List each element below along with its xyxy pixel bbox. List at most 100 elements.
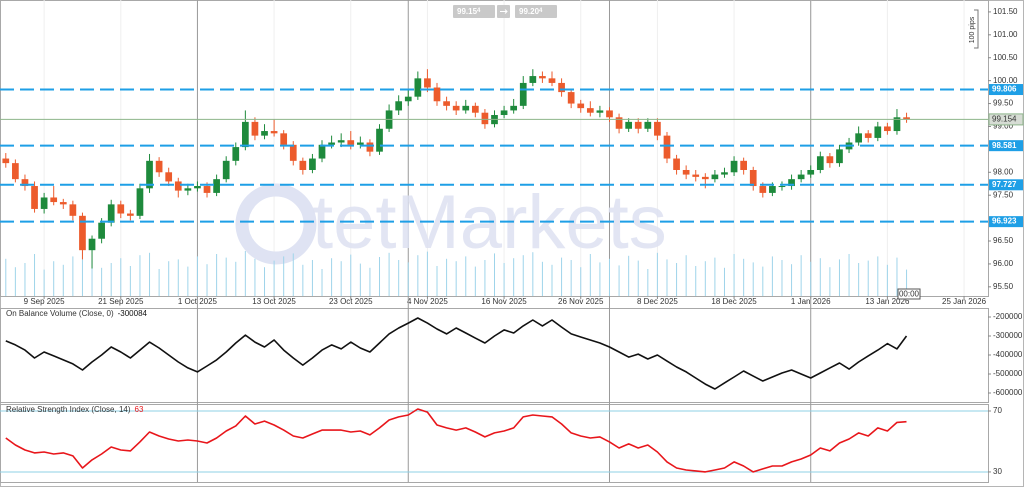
volume-bar — [618, 265, 620, 296]
range-bracket — [974, 9, 979, 49]
x-tick-label: 8 Dec 2025 — [637, 297, 678, 306]
bid-price: 99.154 — [457, 7, 481, 16]
volume-bar — [791, 264, 793, 296]
candle-body — [606, 110, 613, 118]
volume-bar — [187, 266, 189, 296]
candle-body — [558, 82, 565, 93]
volume-bar — [896, 257, 898, 296]
y-tick-label: 96.50 — [993, 236, 1014, 245]
candle-body — [836, 149, 843, 164]
candle-body — [874, 126, 882, 138]
candle-body — [299, 160, 307, 170]
volume-bar — [225, 257, 227, 296]
candle-body — [701, 176, 709, 180]
candle-body — [443, 101, 450, 106]
candle-body — [826, 156, 834, 164]
y-tick-label: 101.50 — [993, 7, 1018, 16]
last-price-label: 99.154 — [992, 115, 1017, 124]
volume-bar — [110, 263, 112, 296]
y-tick-label: 99.00 — [993, 122, 1014, 131]
candle-body — [328, 142, 335, 145]
candle-body — [2, 158, 10, 164]
candle-body — [548, 78, 556, 83]
candle-body — [146, 160, 153, 189]
range-note: 100 pips — [969, 16, 976, 43]
candle-body — [759, 186, 767, 193]
volume-bar — [886, 264, 888, 296]
volume-bar — [139, 255, 141, 296]
volume-bar — [72, 256, 74, 296]
volume-bar — [359, 263, 361, 296]
volume-bar — [695, 266, 697, 296]
candle-body — [596, 110, 604, 113]
y-tick-label: 96.00 — [993, 259, 1014, 268]
volume-bar — [656, 252, 658, 296]
indicator-line — [5, 317, 908, 390]
volume-bar — [254, 258, 256, 296]
time-marker: 00:00 — [899, 290, 920, 299]
level-label-box — [989, 179, 1023, 191]
volume-bar — [723, 267, 725, 296]
volume-bar — [206, 264, 208, 296]
candle-body — [749, 169, 757, 187]
candle-body — [59, 202, 67, 205]
y-tick-label: -200000 — [993, 312, 1023, 321]
y-tick-label: 98.00 — [993, 167, 1014, 176]
candle-body — [98, 222, 105, 239]
volume-bar — [379, 257, 381, 296]
indicator-line — [5, 408, 907, 473]
volume-bar — [494, 253, 495, 296]
volume-bar — [733, 254, 735, 296]
x-tick-label: 25 Jan 2026 — [942, 297, 987, 306]
volume-bar — [43, 269, 45, 296]
candle-body — [40, 197, 48, 209]
candle-body — [567, 92, 575, 104]
candle-body — [174, 181, 182, 191]
candle-body — [414, 78, 422, 97]
candle-body — [337, 140, 345, 143]
candle-body — [79, 215, 86, 251]
y-tick-label: -600000 — [993, 388, 1023, 397]
volume-bar — [446, 258, 448, 296]
volume-bar — [810, 261, 812, 296]
level-label-box — [989, 216, 1023, 228]
y-tick-label: 30 — [993, 467, 1002, 476]
volume-bar — [867, 260, 869, 296]
candle-body — [194, 186, 201, 189]
volume-bar — [762, 266, 764, 296]
bid-pip: 4 — [477, 8, 481, 14]
y-tick-label: -500000 — [993, 369, 1023, 378]
volume-bar — [34, 254, 36, 296]
candle-body — [424, 78, 431, 88]
volume-bar — [714, 257, 716, 296]
volume-bar — [599, 262, 601, 296]
volume-bar — [407, 262, 409, 296]
volume-bar — [196, 256, 198, 296]
candle-body — [31, 186, 38, 209]
volume-bar — [647, 269, 649, 296]
level-label-box — [989, 84, 1023, 96]
candle-body — [184, 188, 192, 191]
volume-bar — [819, 258, 821, 296]
candle-body — [721, 172, 728, 175]
volume-bar — [177, 259, 179, 296]
indicator-name: Relative Strength Index (Close, 14) — [6, 405, 131, 414]
volume-bar — [676, 263, 678, 296]
candle-body — [404, 96, 412, 102]
x-tick-label: 21 Sep 2025 — [98, 297, 144, 306]
volume-bar — [829, 267, 831, 296]
candle-body — [356, 142, 364, 145]
y-tick-label: 100.00 — [993, 76, 1018, 85]
candle-body — [309, 158, 316, 170]
volume-bar — [321, 269, 323, 296]
candle-body — [251, 121, 259, 136]
volume-bar — [417, 255, 419, 296]
volume-bar — [426, 251, 428, 296]
time-marker-box — [897, 288, 921, 300]
volume-bar — [484, 260, 486, 296]
x-tick-label: 13 Jan 2026 — [865, 297, 910, 306]
candle-body — [539, 76, 546, 79]
y-tick-label: 101.00 — [993, 30, 1018, 39]
volume-bar — [5, 258, 7, 296]
volume-bar — [292, 253, 294, 296]
